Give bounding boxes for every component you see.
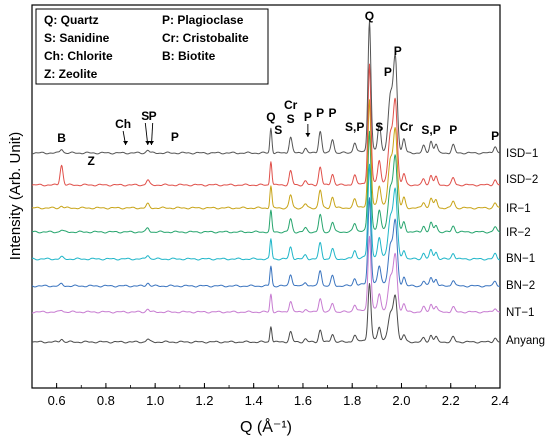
x-axis-ticks: 0.6 0.8 1.0 1.2 1.4 1.6 1.8 2.0 2.2 2.4: [31, 383, 509, 408]
series-label: ISD−2: [506, 174, 538, 186]
annotation-arrowhead: [148, 141, 154, 145]
x-tick-label: 2.4: [491, 393, 509, 408]
peak-annotation: P: [491, 129, 499, 143]
legend-entry-biotite: B: Biotite: [162, 49, 216, 63]
series-line: [31, 20, 501, 155]
series-line: [32, 99, 500, 210]
series-label: IR−2: [506, 227, 531, 239]
x-tick-label: 0.8: [97, 393, 115, 408]
peak-annotation: P: [394, 44, 402, 58]
series-line: [32, 130, 501, 234]
series-line: [31, 197, 501, 288]
series-line: [31, 283, 501, 344]
peak-annotation: S,P: [345, 120, 364, 134]
peak-annotation: Cr: [284, 98, 298, 112]
x-tick-label: 1.6: [294, 393, 312, 408]
annotation-arrowhead: [145, 141, 151, 145]
peak-annotation: P: [171, 130, 179, 144]
legend-entry-quartz: Q: Quartz: [44, 13, 99, 27]
series-line: [31, 63, 501, 187]
peak-annotation: S: [375, 120, 383, 134]
series-label: ISD−1: [506, 148, 538, 160]
series-line: [31, 235, 501, 314]
legend-entry-sanidine: S: Sanidine: [44, 31, 110, 45]
peak-annotation: P: [304, 110, 312, 124]
x-tick-label: 1.4: [245, 393, 263, 408]
legend-box: [35, 8, 269, 85]
series-label: BN−1: [506, 253, 535, 265]
peak-annotation: B: [57, 131, 66, 145]
x-tick-label: 2.2: [442, 393, 460, 408]
peak-annotation: Z: [87, 154, 94, 168]
peak-annotation: P: [316, 106, 324, 120]
series-label: Anyang: [506, 335, 545, 347]
peak-annotation: P: [149, 109, 157, 123]
series-lines: [31, 20, 501, 344]
legend-entry-zeolite: Z: Zeolite: [44, 67, 98, 81]
legend-entry-cristobalite: Cr: Cristobalite: [162, 31, 249, 45]
x-tick-label: 1.2: [195, 393, 213, 408]
peak-annotation: Q: [365, 9, 374, 23]
series-label: NT−1: [506, 307, 534, 319]
series-labels: ISD−1 ISD−2 IR−1 IR−2 BN−1 BN−2 NT−1 Anyang: [506, 148, 545, 347]
peak-annotation: S: [274, 123, 282, 137]
peak-annotation: S: [141, 109, 149, 123]
x-tick-label: 1.0: [146, 393, 164, 408]
annotation-arrowhead: [123, 141, 129, 145]
series-label: BN−2: [506, 280, 535, 292]
x-tick-label: 0.6: [48, 393, 66, 408]
peak-annotation: P: [328, 106, 336, 120]
peak-annotation: P: [449, 123, 457, 137]
peak-annotation: Ch: [115, 117, 131, 131]
peak-annotation: Cr: [400, 120, 414, 134]
series-label: IR−1: [506, 203, 531, 215]
x-tick-label: 2.0: [392, 393, 410, 408]
peak-annotation: S: [287, 112, 295, 126]
series-line: [31, 163, 500, 261]
peak-annotation: P: [384, 65, 392, 79]
peak-annotation: S,P: [421, 123, 440, 137]
legend-entry-plagioclase: P: Plagioclase: [162, 13, 244, 27]
plot-frame: [31, 4, 501, 389]
legend-entry-chlorite: Ch: Chlorite: [44, 49, 113, 63]
y-axis-title: Intensity (Arb. Unit): [7, 132, 24, 260]
annotation-arrowhead: [305, 133, 311, 137]
x-tick-label: 1.8: [343, 393, 361, 408]
peak-annotation: Q: [266, 110, 275, 124]
legend: Q: Quartz P: Plagioclase S: Sanidine Cr:…: [35, 8, 269, 85]
x-axis-title: Q (Å⁻¹): [240, 417, 292, 436]
